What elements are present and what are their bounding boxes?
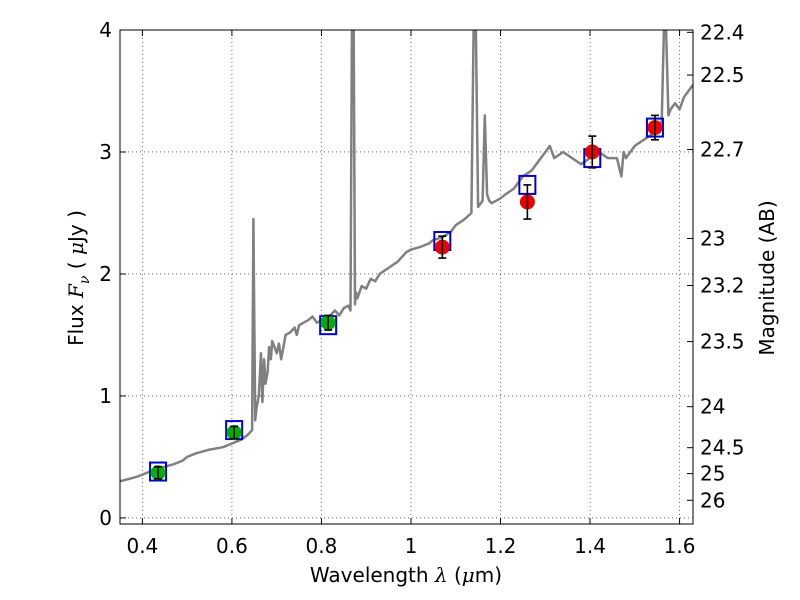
y2-tick-label: 22.4 — [700, 20, 745, 44]
model-photometry-square — [149, 461, 168, 482]
y2-tick-label: 23 — [700, 226, 725, 250]
y2-tick-label: 22.7 — [700, 138, 745, 162]
y2-tick-label: 26 — [700, 488, 725, 512]
x-tick-label: 1.2 — [485, 534, 517, 558]
y2-tick-label: 23.5 — [700, 330, 745, 354]
x-axis-title: Wavelength λ (μm) — [310, 563, 502, 587]
y2-tick-label: 22.5 — [700, 63, 745, 87]
axes-frame — [119, 29, 694, 525]
x-tick-label: 1.6 — [664, 534, 696, 558]
y-tick-label: 0 — [99, 506, 112, 530]
y2-axis-title: Magnitude (AB) — [755, 200, 779, 355]
y-tick-label: 3 — [99, 140, 112, 164]
y2-tick-label: 24.5 — [700, 436, 745, 460]
plot-area — [120, 30, 693, 483]
y-tick-label: 1 — [99, 384, 112, 408]
spectrum-line — [120, 30, 693, 483]
y2-tick-label: 24 — [700, 395, 725, 419]
y-tick-label: 4 — [99, 18, 112, 42]
x-tick-label: 0.8 — [306, 534, 338, 558]
x-tick-label: 0.6 — [216, 534, 248, 558]
y-tick-label: 2 — [99, 262, 112, 286]
y2-tick-label: 25 — [700, 462, 725, 486]
y-axis-title: Flux Fν ( μJy ) — [64, 210, 93, 346]
x-tick-label: 1.4 — [574, 534, 606, 558]
x-tick-label: 0.4 — [126, 534, 158, 558]
x-tick-label: 1 — [405, 534, 418, 558]
y2-tick-label: 23.2 — [700, 273, 745, 297]
